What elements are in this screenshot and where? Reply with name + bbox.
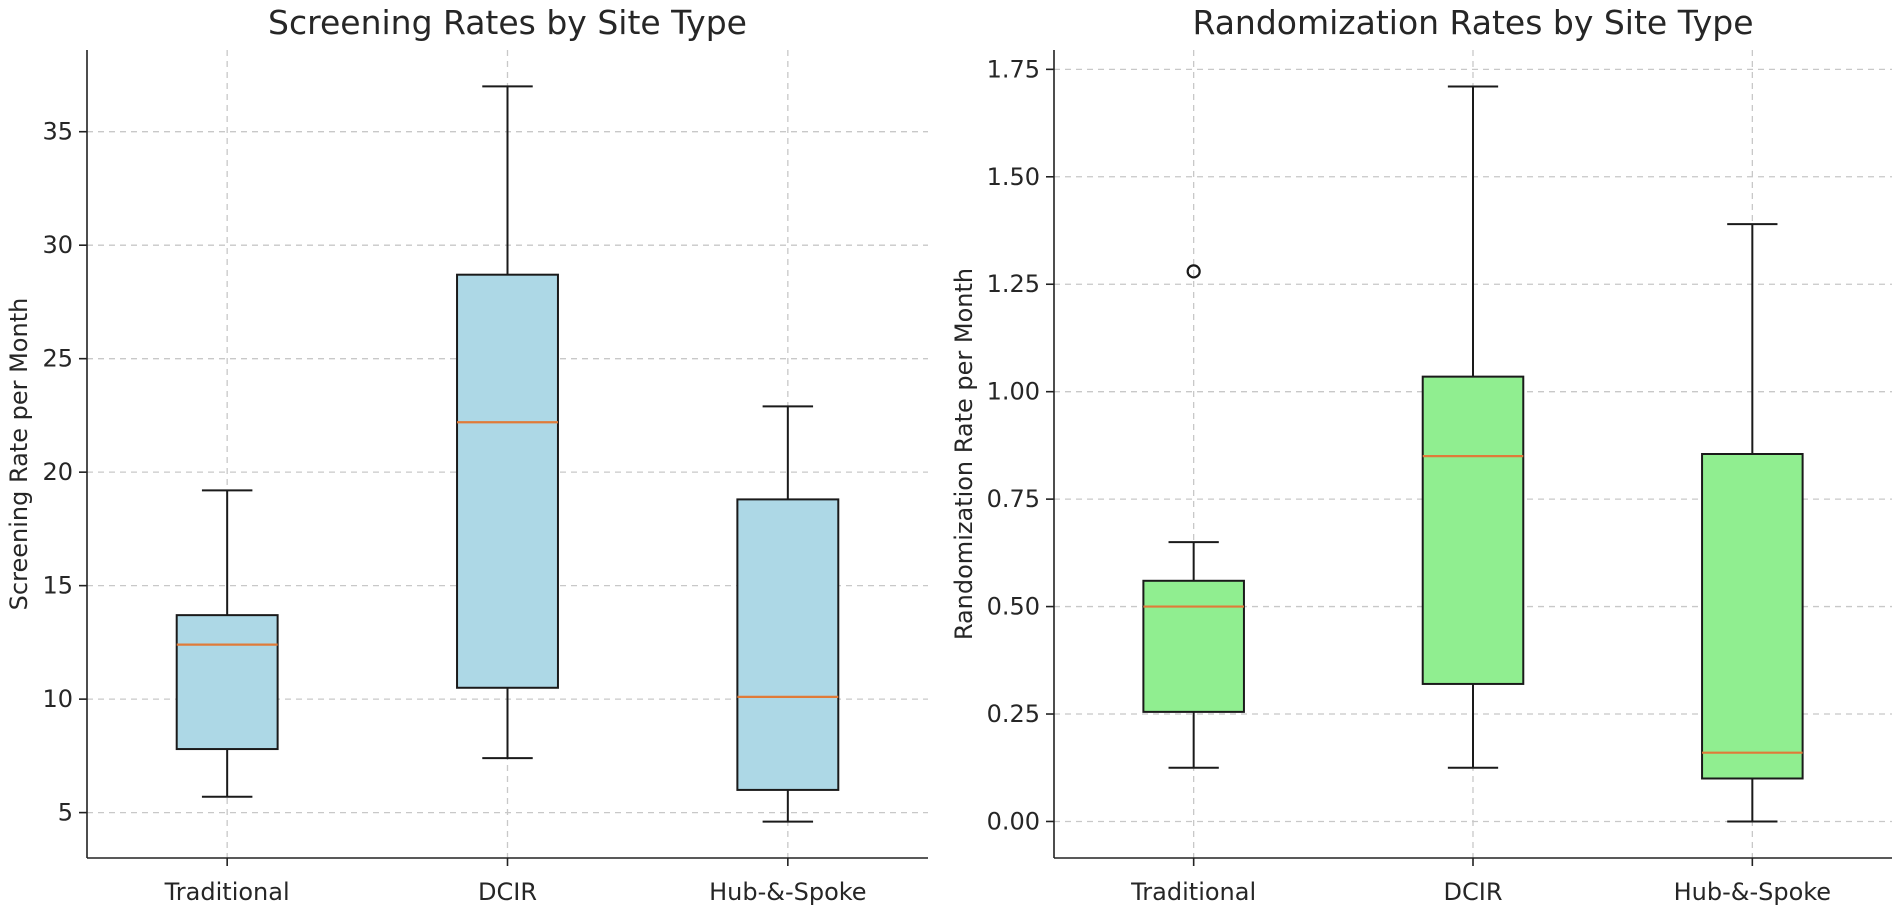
box-dcir xyxy=(456,273,559,689)
y-tick-label: 15 xyxy=(42,572,73,600)
y-tick-label: 0.75 xyxy=(987,485,1040,513)
y-tick-label: 5 xyxy=(58,799,73,827)
randomization-rates-chart: 0.00 0.25 0.50 0.75 1.00 1.25 1.50 1.75 Traditio… xyxy=(950,3,1892,906)
y-tick-label: 30 xyxy=(42,231,73,259)
y-axis-label: Randomization Rate per Month xyxy=(950,268,978,640)
y-tick-label: 10 xyxy=(42,685,73,713)
box-dcir xyxy=(1421,375,1525,685)
x-tick-label: Traditional xyxy=(1130,878,1256,906)
y-tick-label: 25 xyxy=(42,345,73,373)
y-tick-label: 20 xyxy=(42,458,73,486)
x-tick-label: DCIR xyxy=(1444,878,1503,906)
box-traditional xyxy=(175,614,279,751)
x-tick-label: Hub-&-Spoke xyxy=(709,878,867,906)
y-tick-label: 0.25 xyxy=(987,700,1040,728)
y-axis-label: Screening Rate per Month xyxy=(5,298,33,611)
outlier-point xyxy=(1186,264,1201,279)
y-tick-label: 0.50 xyxy=(987,593,1040,621)
screening-rates-chart: 5 10 15 20 25 30 35 Traditional DCIR Hub-&-Spoke S… xyxy=(5,3,928,906)
y-tick-label: 1.75 xyxy=(987,55,1040,83)
chart-title: Screening Rates by Site Type xyxy=(268,3,747,42)
chart-title: Randomization Rates by Site Type xyxy=(1193,3,1754,42)
x-tick-label: Hub-&-Spoke xyxy=(1674,878,1832,906)
y-tick-label: 35 xyxy=(42,118,73,146)
y-tick-label: 1.50 xyxy=(987,163,1040,191)
box-hub-spoke xyxy=(1701,453,1804,780)
x-tick-label: DCIR xyxy=(478,878,537,906)
y-tick-label: 1.25 xyxy=(987,270,1040,298)
box-traditional xyxy=(1142,579,1245,713)
box-hub-spoke xyxy=(736,498,840,791)
x-tick-label: Traditional xyxy=(164,878,290,906)
y-tick-label: 0.00 xyxy=(987,807,1040,835)
y-tick-label: 1.00 xyxy=(987,378,1040,406)
